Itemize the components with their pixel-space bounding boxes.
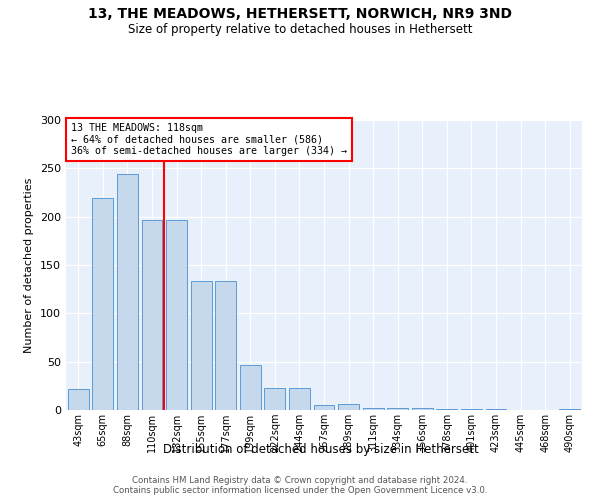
Bar — [387, 408, 408, 410]
Bar — [485, 409, 506, 410]
Text: Size of property relative to detached houses in Hethersett: Size of property relative to detached ho… — [128, 22, 472, 36]
Bar — [461, 409, 482, 410]
Bar — [117, 174, 138, 410]
Bar — [559, 409, 580, 410]
Bar — [289, 388, 310, 410]
Bar — [436, 409, 457, 410]
Text: Distribution of detached houses by size in Hethersett: Distribution of detached houses by size … — [163, 442, 479, 456]
Text: Contains HM Land Registry data © Crown copyright and database right 2024.
Contai: Contains HM Land Registry data © Crown c… — [113, 476, 487, 495]
Bar — [166, 220, 187, 410]
Y-axis label: Number of detached properties: Number of detached properties — [25, 178, 34, 352]
Bar — [68, 388, 89, 410]
Bar — [215, 282, 236, 410]
Bar — [412, 408, 433, 410]
Text: 13 THE MEADOWS: 118sqm
← 64% of detached houses are smaller (586)
36% of semi-de: 13 THE MEADOWS: 118sqm ← 64% of detached… — [71, 123, 347, 156]
Bar — [338, 404, 359, 410]
Bar — [191, 282, 212, 410]
Bar — [92, 198, 113, 410]
Bar — [142, 220, 163, 410]
Text: 13, THE MEADOWS, HETHERSETT, NORWICH, NR9 3ND: 13, THE MEADOWS, HETHERSETT, NORWICH, NR… — [88, 8, 512, 22]
Bar — [265, 388, 286, 410]
Bar — [362, 408, 383, 410]
Bar — [240, 364, 261, 410]
Bar — [314, 405, 334, 410]
